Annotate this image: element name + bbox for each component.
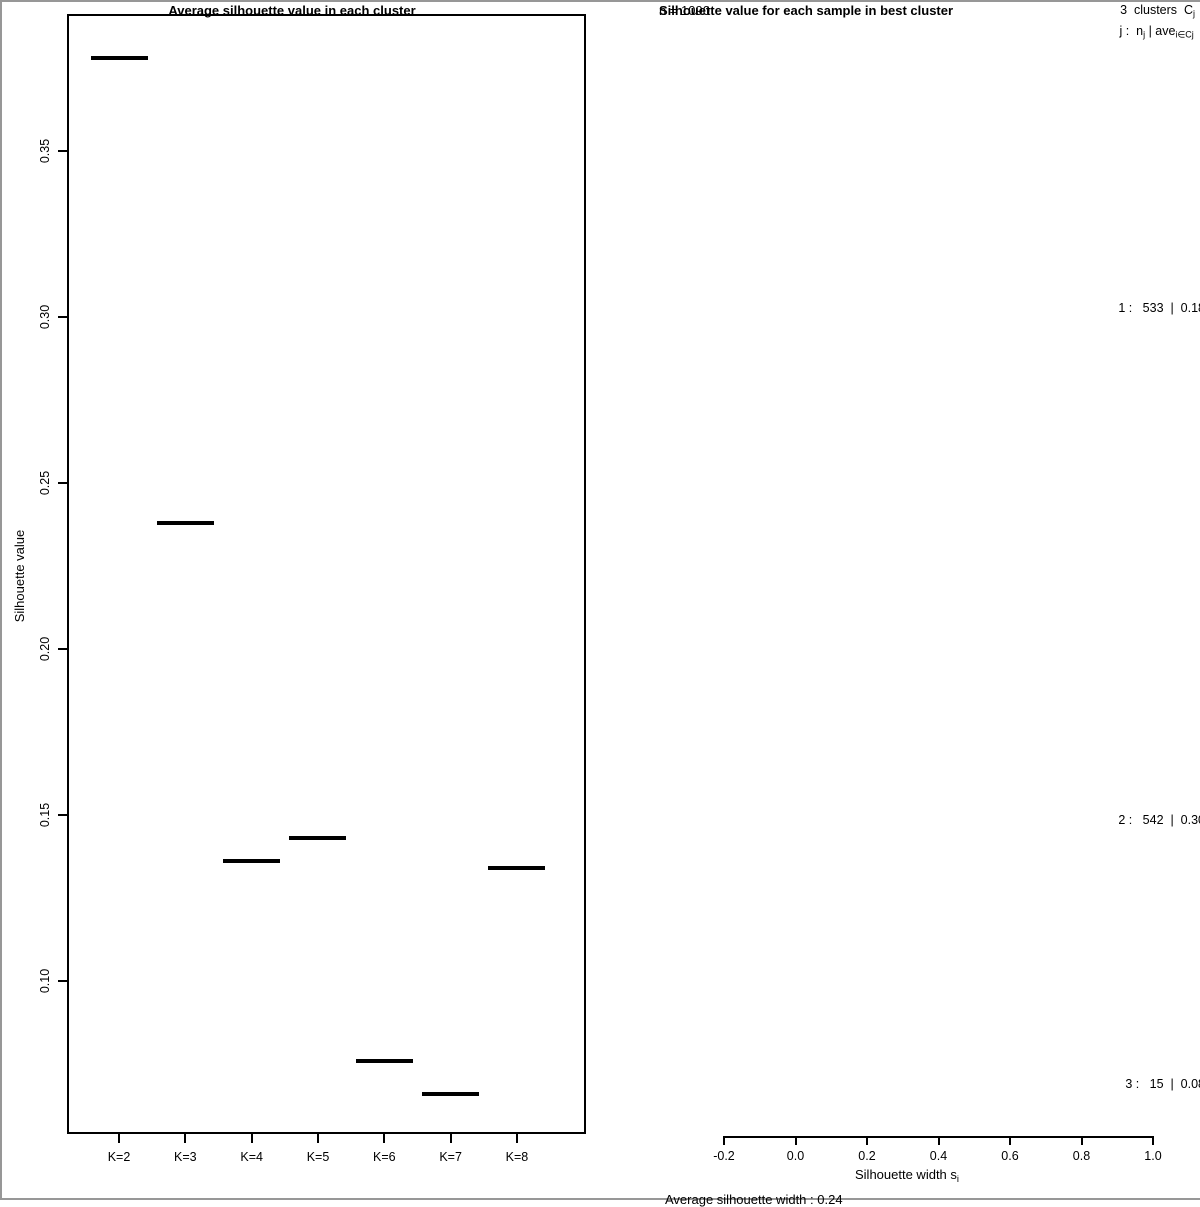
x-axis-tick — [1152, 1137, 1154, 1145]
x-axis-tick-label: 1.0 — [1144, 1149, 1162, 1163]
label-text: Silhouette width s — [855, 1167, 957, 1182]
median-segment — [156, 520, 214, 525]
median-segment — [488, 866, 546, 871]
x-axis-tick-label: K=2 — [107, 1150, 131, 1164]
median-segment — [90, 56, 148, 61]
x-axis-tick-label: 0.2 — [858, 1149, 876, 1163]
x-axis-tick — [250, 1134, 253, 1143]
right-sample-count-label: n = 1090 — [659, 3, 710, 18]
x-axis-tick — [184, 1134, 187, 1143]
x-axis-tick-label: K=3 — [174, 1150, 197, 1164]
y-axis-tick-label: 0.30 — [38, 304, 52, 330]
cluster-summary-row: 3 : 15 | 0.08 — [1125, 1077, 1200, 1091]
y-axis-tick-label: 0.35 — [38, 138, 52, 164]
y-axis-tick — [58, 482, 67, 484]
x-axis-tick — [723, 1137, 725, 1145]
x-axis-tick — [1009, 1137, 1011, 1145]
left-y-axis-label: Silhouette value — [12, 529, 27, 623]
y-axis-tick-label: 0.20 — [38, 636, 52, 662]
subscript-text: j — [1143, 29, 1146, 40]
label-text: s — [1194, 24, 1200, 38]
y-axis-tick-label: 0.10 — [38, 968, 52, 994]
label-text: 3 clusters C — [1120, 3, 1193, 17]
x-axis-tick-label: K=7 — [439, 1150, 462, 1164]
x-axis-tick-label: K=4 — [240, 1150, 263, 1164]
x-axis-tick-label: 0.4 — [929, 1149, 948, 1163]
right-x-axis-label: Silhouette width si — [807, 1167, 1007, 1184]
x-axis-tick — [383, 1134, 386, 1143]
x-axis-tick — [118, 1134, 120, 1143]
median-segment — [355, 1058, 413, 1063]
y-axis-tick — [58, 316, 67, 318]
x-axis-tick — [866, 1137, 868, 1145]
median-segment — [223, 859, 281, 864]
x-axis-tick — [937, 1137, 940, 1145]
cluster-summary-row: 2 : 542 | 0.30 — [1118, 813, 1200, 827]
x-axis-tick-label: K=6 — [373, 1150, 396, 1164]
x-axis-tick — [515, 1134, 518, 1143]
y-axis-tick-label: 0.15 — [38, 802, 52, 828]
left-chart-title: Average silhouette value in each cluster — [168, 3, 416, 18]
x-axis-tick — [449, 1134, 452, 1143]
label-text: j : n — [1119, 24, 1144, 38]
y-axis-tick — [58, 150, 67, 152]
x-axis-tick-label: 0.8 — [1072, 1149, 1091, 1163]
x-axis-tick — [316, 1134, 319, 1143]
y-axis-tick-label: 0.25 — [38, 470, 52, 496]
x-axis-tick-label: 0.0 — [786, 1149, 805, 1163]
label-text: | ave — [1145, 24, 1176, 38]
x-axis-tick — [1080, 1137, 1083, 1145]
cluster-summary-row: 1 : 533 | 0.18 — [1118, 301, 1200, 315]
left-plot-box — [67, 14, 586, 1134]
right-chart-title: Silhouette value for each sample in best… — [659, 3, 954, 18]
x-axis-tick — [794, 1137, 797, 1145]
x-axis-tick-label: K=8 — [505, 1150, 529, 1164]
subscript-text: j — [1193, 8, 1195, 19]
y-axis-tick — [58, 980, 67, 982]
subscript-text: i∈Cj — [1175, 29, 1194, 40]
cluster-legend-line2: j : nj | avei∈Cj si — [1009, 24, 1200, 40]
x-axis-tick-label: -0.2 — [713, 1149, 735, 1163]
y-axis-tick — [58, 814, 67, 816]
cluster-legend-line1: 3 clusters Cj — [995, 3, 1195, 19]
median-segment — [422, 1091, 480, 1096]
x-axis-tick-label: K=5 — [306, 1150, 330, 1164]
y-axis-tick — [58, 648, 67, 650]
x-axis-tick-label: 0.6 — [1001, 1149, 1019, 1163]
subscript-text: i — [956, 1173, 959, 1184]
median-segment — [289, 836, 347, 841]
